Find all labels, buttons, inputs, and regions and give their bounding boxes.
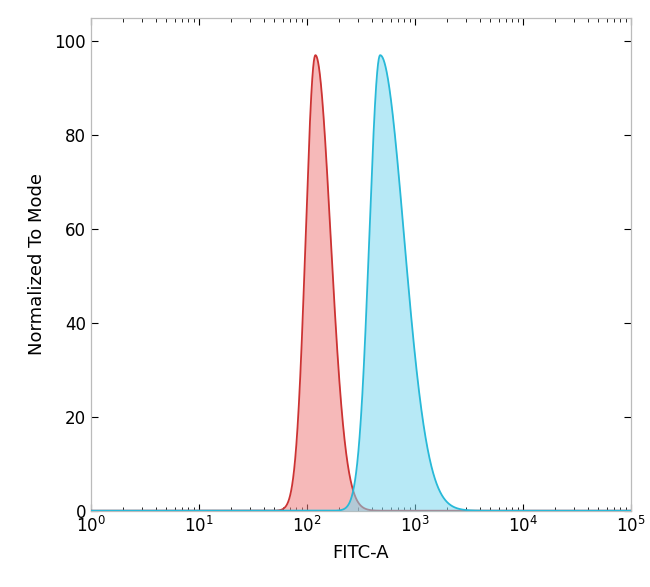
Y-axis label: Normalized To Mode: Normalized To Mode [28, 173, 46, 355]
X-axis label: FITC-A: FITC-A [332, 544, 389, 562]
